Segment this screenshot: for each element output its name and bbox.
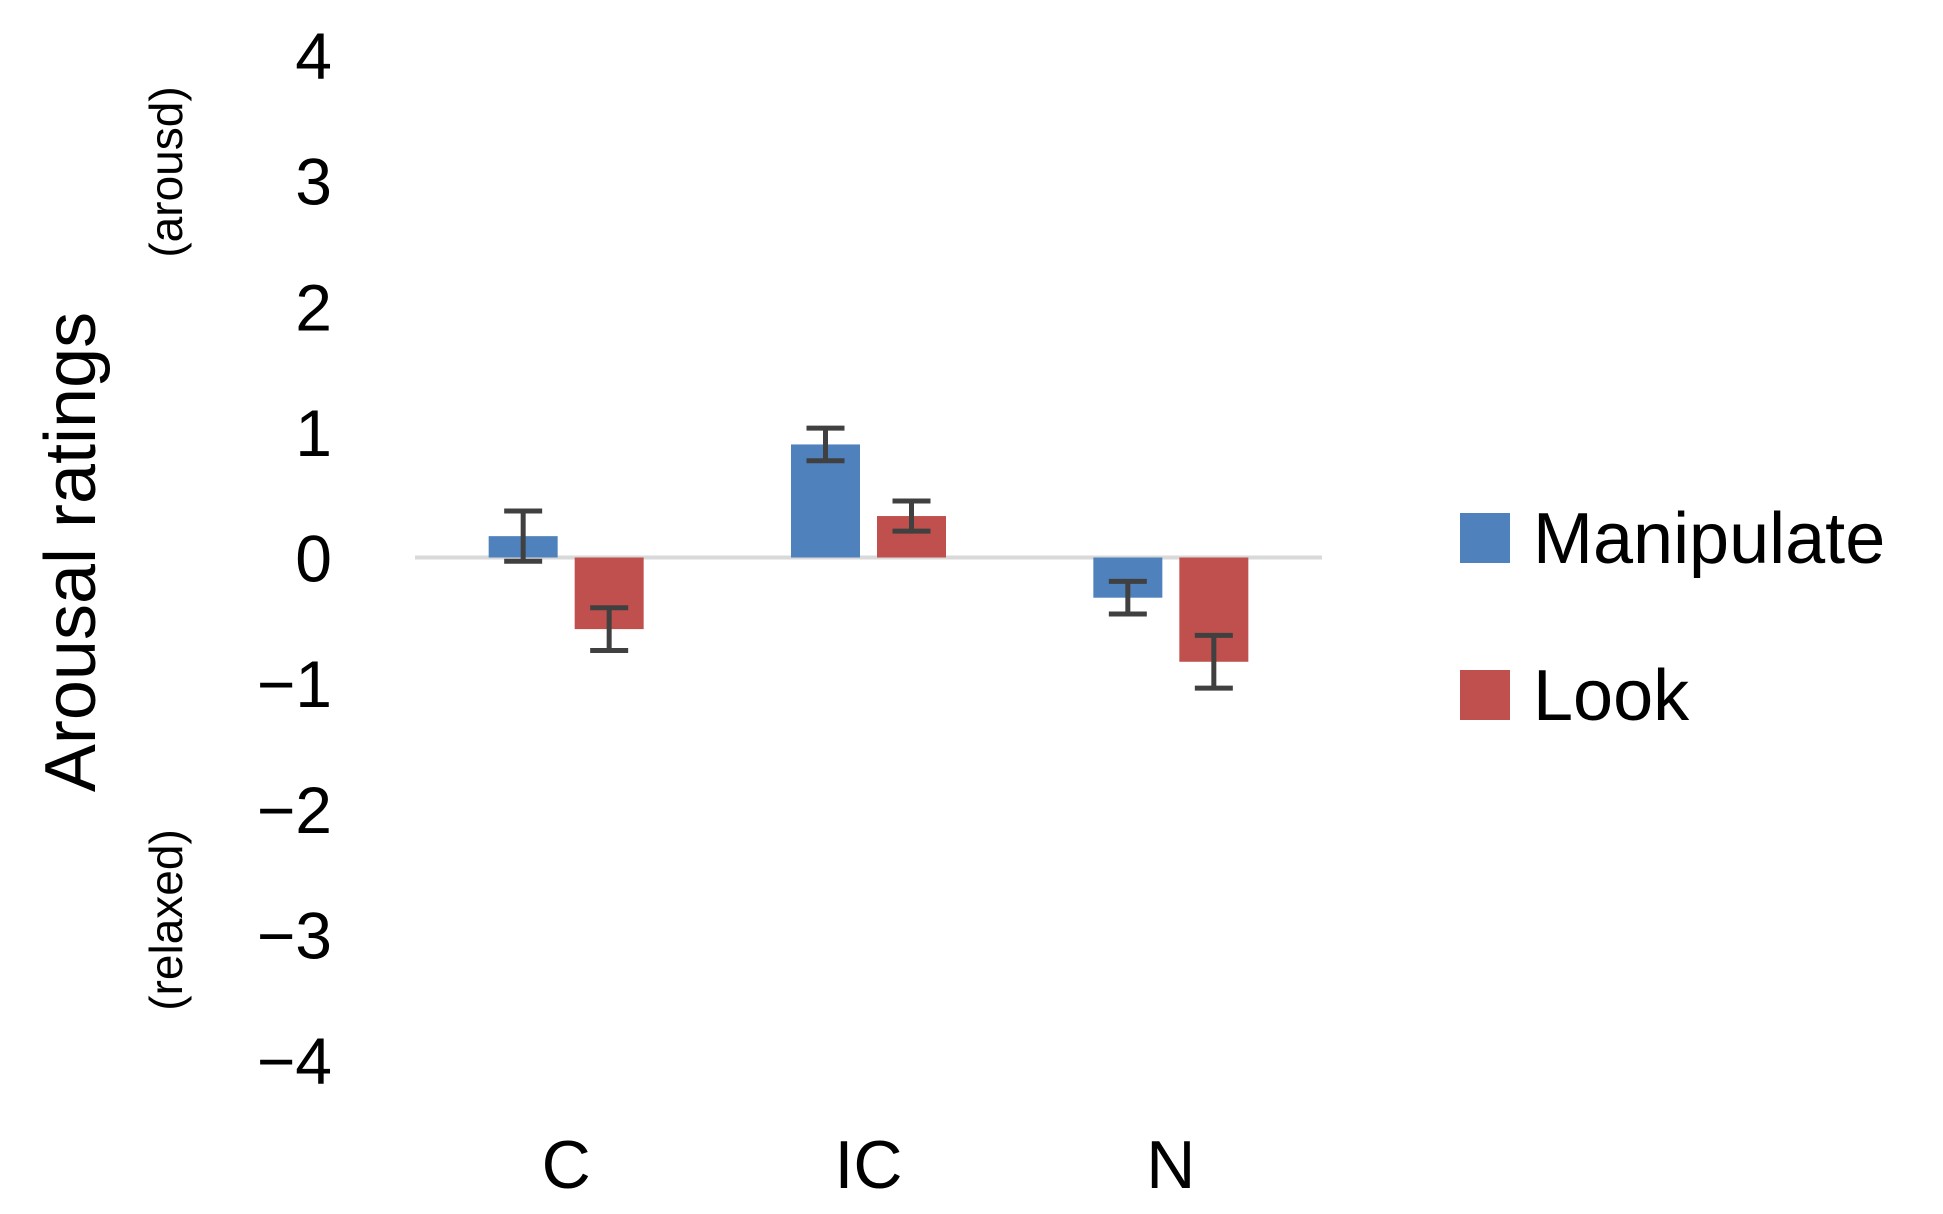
error-bar-look-c xyxy=(590,605,629,653)
y-axis-ticks: 4 3 2 1 0 −1 −2 −3 −4 xyxy=(257,19,332,1098)
y-tick-label: 1 xyxy=(295,396,332,470)
y-axis-top-annotation: (arousd) xyxy=(140,86,192,257)
error-bar-manipulate-ic xyxy=(806,425,845,464)
error-bar-look-ic xyxy=(892,498,931,534)
error-bar-look-n xyxy=(1194,632,1233,691)
x-category-label: N xyxy=(1146,1127,1195,1203)
y-tick-label: 2 xyxy=(295,270,332,344)
legend-item-manipulate: Manipulate xyxy=(1460,499,1885,579)
x-category-label: IC xyxy=(835,1127,903,1203)
y-tick-label: −3 xyxy=(257,898,332,972)
legend: Manipulate Look xyxy=(1460,499,1885,736)
y-tick-label: 4 xyxy=(295,19,332,93)
legend-swatch xyxy=(1460,513,1510,563)
y-tick-label: −4 xyxy=(257,1024,332,1098)
x-axis-categories: C IC N xyxy=(542,1127,1196,1203)
y-tick-label: 3 xyxy=(295,145,332,219)
legend-label: Manipulate xyxy=(1533,499,1885,579)
error-bar-manipulate-n xyxy=(1108,578,1147,617)
bar-manipulate-ic xyxy=(791,444,860,558)
bars-group xyxy=(415,444,1322,662)
error-bars-group xyxy=(504,425,1233,691)
y-tick-label: 0 xyxy=(295,522,332,596)
y-axis-bottom-annotation: (relaxed) xyxy=(140,829,192,1011)
x-category-label: C xyxy=(542,1127,591,1203)
legend-swatch xyxy=(1460,670,1510,720)
y-tick-label: −2 xyxy=(257,773,332,847)
y-tick-label: −1 xyxy=(257,647,332,721)
y-axis-title: Arousal ratings xyxy=(31,312,111,792)
legend-label: Look xyxy=(1533,656,1690,736)
legend-item-look: Look xyxy=(1460,656,1690,736)
error-bar-manipulate-c xyxy=(504,508,543,564)
